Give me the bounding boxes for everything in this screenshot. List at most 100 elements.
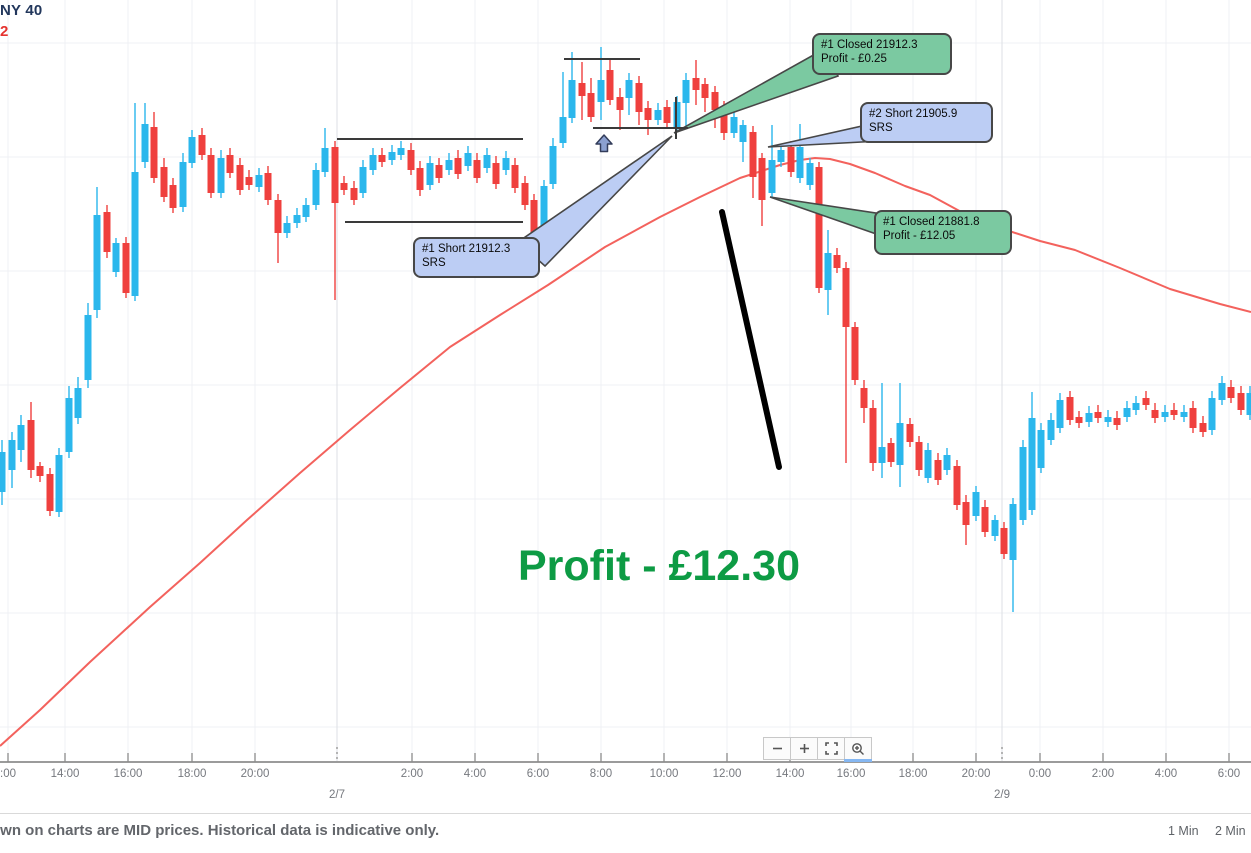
profit-banner: Profit - £12.30 — [518, 542, 800, 591]
candle — [313, 163, 320, 210]
zoom-out-button[interactable] — [763, 737, 791, 760]
candle — [588, 78, 595, 122]
candle — [963, 495, 970, 545]
x-axis-label: 16:00 — [837, 768, 866, 780]
candle — [1029, 392, 1036, 515]
candle — [180, 153, 187, 212]
instrument-price-fragment: 2 — [0, 23, 8, 40]
x-axis-label: 0:00 — [1029, 768, 1051, 780]
trade-callout-short-1[interactable]: #1 Short 21912.3 SRS — [413, 237, 540, 278]
magnifier-zoom-button[interactable] — [844, 737, 872, 760]
candle — [493, 156, 500, 189]
candle — [664, 100, 671, 128]
candle — [1057, 393, 1064, 433]
magnifier-icon — [851, 742, 865, 756]
candle — [879, 383, 886, 478]
candle — [870, 400, 877, 471]
candle — [731, 110, 738, 138]
candle — [503, 151, 510, 175]
candle — [246, 170, 253, 190]
candle — [702, 78, 709, 112]
candle — [94, 187, 101, 318]
candle — [935, 453, 942, 485]
x-axis-label: 20:00 — [241, 768, 270, 780]
candle — [712, 86, 719, 128]
instrument-title: NY 40 — [0, 2, 42, 19]
candle — [982, 500, 989, 537]
candle — [1048, 413, 1055, 445]
candlestick-chart[interactable] — [0, 0, 1251, 812]
candle — [1238, 386, 1245, 415]
candle — [1162, 405, 1169, 422]
callout-line2: Profit - £12.05 — [883, 229, 1003, 243]
candle — [816, 162, 823, 293]
candle — [227, 148, 234, 178]
candle — [465, 146, 472, 171]
x-axis-label: 14:00 — [51, 768, 80, 780]
candle — [1152, 403, 1159, 423]
candle — [408, 143, 415, 175]
candle — [1076, 411, 1083, 428]
candle — [645, 101, 652, 135]
candle — [294, 208, 301, 228]
timeframe-2min[interactable]: 2 Min — [1215, 824, 1246, 838]
candle — [560, 72, 567, 148]
x-axis-day-label: 2/9 — [994, 789, 1010, 801]
candle — [1124, 401, 1131, 422]
candle — [1200, 416, 1207, 437]
candle — [303, 198, 310, 222]
candle — [389, 145, 396, 165]
candle — [861, 380, 868, 423]
x-axis-label: 8:00 — [590, 768, 612, 780]
candle — [512, 158, 519, 193]
x-axis-label: 4:00 — [464, 768, 486, 780]
candle — [1171, 403, 1178, 420]
candle — [750, 126, 757, 198]
candle — [1133, 396, 1140, 415]
candle — [522, 176, 529, 210]
candle — [436, 158, 443, 183]
candle — [56, 448, 63, 517]
timeframe-1min[interactable]: 1 Min — [1168, 824, 1199, 838]
candle — [954, 460, 961, 510]
candle — [1114, 411, 1121, 430]
candle — [47, 468, 54, 516]
candle — [199, 128, 206, 160]
candle — [973, 486, 980, 521]
candles — [0, 47, 1251, 612]
candle — [75, 377, 82, 424]
trade-callout-short-2[interactable]: #2 Short 21905.9 SRS — [860, 102, 993, 143]
x-axis-label: 12:00 — [713, 768, 742, 780]
x-axis-label: 4:00 — [1155, 768, 1177, 780]
x-axis-day-label: 2/7 — [329, 789, 345, 801]
candle — [617, 88, 624, 130]
candle — [1086, 406, 1093, 427]
candle — [992, 515, 999, 541]
candle — [683, 73, 690, 128]
candle — [161, 158, 168, 202]
candle — [1095, 405, 1102, 423]
candle — [208, 148, 215, 198]
candle — [370, 148, 377, 175]
candle — [579, 62, 586, 120]
candle — [341, 176, 348, 195]
x-axis-label: 2:00 — [1092, 768, 1114, 780]
candle — [769, 125, 776, 198]
candle — [693, 60, 700, 105]
x-axis-label: 18:00 — [899, 768, 928, 780]
candle — [256, 168, 263, 192]
candle — [916, 436, 923, 476]
up-arrow-marker — [596, 135, 612, 152]
candle — [151, 112, 158, 183]
trade-callout-closed-2[interactable]: #1 Closed 21881.8 Profit - £12.05 — [874, 210, 1012, 255]
candle — [888, 438, 895, 467]
candle — [569, 52, 576, 123]
candle — [598, 47, 605, 120]
candle — [28, 402, 35, 478]
zoom-in-button[interactable] — [790, 737, 818, 760]
candle — [1143, 391, 1150, 410]
fullscreen-button[interactable] — [817, 737, 845, 760]
x-axis-label: 18:00 — [178, 768, 207, 780]
trade-callout-closed-1[interactable]: #1 Closed 21912.3 Profit - £0.25 — [812, 33, 952, 75]
candle — [1020, 440, 1027, 525]
